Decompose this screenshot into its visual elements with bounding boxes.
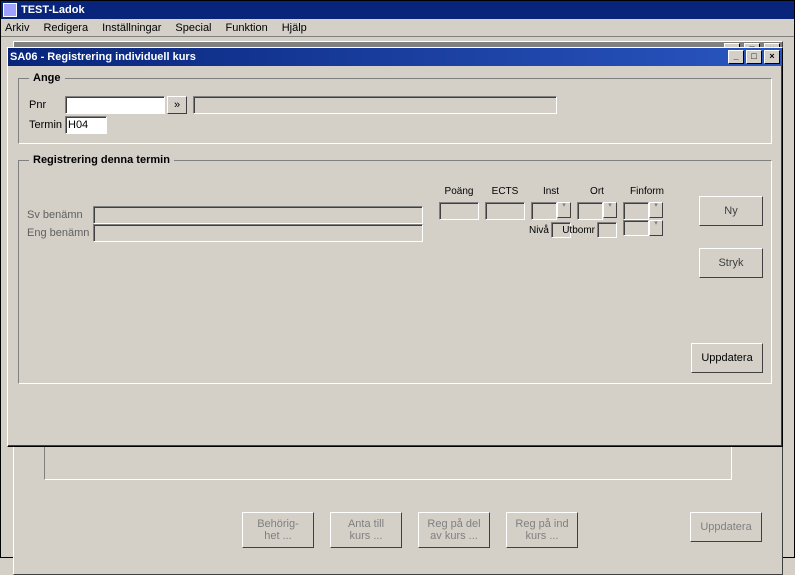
sa06-window: SA06 - Registrering individuell kurs _ □… <box>7 47 783 447</box>
finform-dropdown-button[interactable]: ▾ <box>649 202 663 218</box>
sa06-close-button[interactable]: × <box>764 50 780 64</box>
sa06-titlebar: SA06 - Registrering individuell kurs _ □… <box>8 48 782 66</box>
stryk-button[interactable]: Stryk <box>699 248 763 278</box>
menu-redigera[interactable]: Redigera <box>43 22 88 34</box>
sa06-title: SA06 - Registrering individuell kurs <box>10 51 196 63</box>
ange-legend: Ange <box>29 72 65 84</box>
ny-button[interactable]: Ny <box>699 196 763 226</box>
inst-dropdown-button[interactable]: ▾ <box>557 202 571 218</box>
client-area: _ □ × Behörig- het ... Anta till kurs ..… <box>1 37 794 557</box>
col-poang: Poäng <box>439 186 479 197</box>
menu-installningar[interactable]: Inställningar <box>102 22 161 34</box>
sa06-minimize-button[interactable]: _ <box>728 50 744 64</box>
poang-field[interactable] <box>439 202 479 220</box>
uppdatera-button[interactable]: Uppdatera <box>691 343 763 373</box>
pnr-input[interactable] <box>65 96 165 114</box>
finform-dropdown-button-2[interactable]: ▾ <box>649 220 663 236</box>
sv-benamn-field[interactable] <box>93 206 423 224</box>
col-ort: Ort <box>577 186 617 197</box>
menu-funktion[interactable]: Funktion <box>226 22 268 34</box>
registrering-legend: Registrering denna termin <box>29 154 174 166</box>
menu-arkiv[interactable]: Arkiv <box>5 22 29 34</box>
sa06-maximize-button[interactable]: □ <box>746 50 762 64</box>
pnr-lookup-button[interactable]: » <box>167 96 187 114</box>
eng-benamn-label: Eng benämn <box>27 227 93 239</box>
regdel-button[interactable]: Reg på del av kurs ... <box>418 512 490 548</box>
app-window: TEST-Ladok Arkiv Redigera Inställningar … <box>0 0 795 558</box>
regind-button[interactable]: Reg på ind kurs ... <box>506 512 578 548</box>
ort-dropdown-button[interactable]: ▾ <box>603 202 617 218</box>
col-finform: Finform <box>623 186 671 197</box>
termin-label: Termin <box>29 119 65 131</box>
pnr-display <box>193 96 557 114</box>
app-title: TEST-Ladok <box>21 4 85 16</box>
menu-hjalp[interactable]: Hjälp <box>282 22 307 34</box>
finform-field-2[interactable] <box>623 220 649 236</box>
anta-button[interactable]: Anta till kurs ... <box>330 512 402 548</box>
termin-input[interactable] <box>65 116 107 134</box>
utbomr-label: Utbomr <box>562 225 595 236</box>
bg-uppdatera-button[interactable]: Uppdatera <box>690 512 762 542</box>
pnr-label: Pnr <box>29 99 65 111</box>
finform-field[interactable] <box>623 202 649 220</box>
menubar: Arkiv Redigera Inställningar Special Fun… <box>1 19 794 37</box>
registrering-group: Registrering denna termin Poäng ECTS Ins… <box>18 154 772 384</box>
utbomr-field[interactable] <box>597 222 617 238</box>
ort-field[interactable] <box>577 202 603 220</box>
ange-group: Ange Pnr » Termin <box>18 72 772 144</box>
ects-field[interactable] <box>485 202 525 220</box>
sv-benamn-label: Sv benämn <box>27 209 93 221</box>
app-icon <box>3 3 17 17</box>
behorig-button[interactable]: Behörig- het ... <box>242 512 314 548</box>
app-titlebar: TEST-Ladok <box>1 1 794 19</box>
eng-benamn-field[interactable] <box>93 224 423 242</box>
col-ects: ECTS <box>485 186 525 197</box>
col-inst: Inst <box>531 186 571 197</box>
niva-label: Nivå <box>529 225 549 236</box>
inst-field[interactable] <box>531 202 557 220</box>
menu-special[interactable]: Special <box>175 22 211 34</box>
